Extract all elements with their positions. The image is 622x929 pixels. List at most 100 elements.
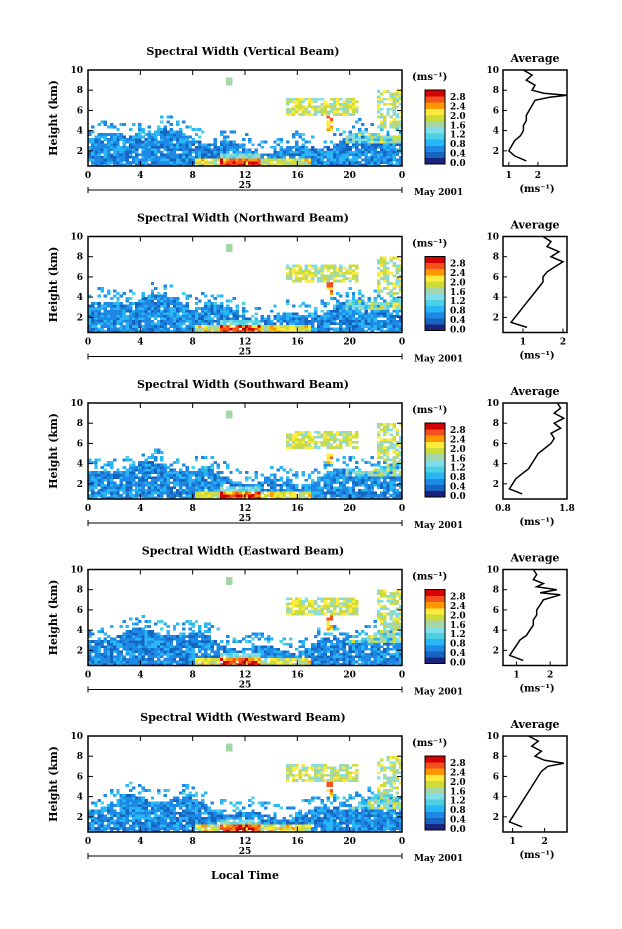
heatmap-cell: [194, 329, 199, 333]
heatmap-cell: [307, 160, 312, 164]
heatmap-cell: [141, 453, 145, 457]
heatmap-cell: [91, 153, 95, 157]
heatmap-cell: [332, 493, 337, 497]
heatmap-cell: [97, 322, 101, 326]
heatmap-cell: [339, 107, 343, 111]
heatmap-cell: [317, 430, 321, 434]
heatmap-cell: [191, 483, 196, 487]
heatmap-cell: [201, 473, 205, 477]
heatmap-cell: [241, 662, 246, 666]
heatmap-cell: [153, 483, 158, 487]
heatmap-cell: [135, 486, 139, 490]
heatmap-cell: [116, 471, 120, 475]
heatmap-cell: [122, 135, 126, 139]
heatmap-cell: [131, 329, 136, 333]
heatmap-cell: [351, 112, 356, 116]
heatmap-cell: [235, 317, 240, 321]
heatmap-cell: [103, 496, 108, 500]
heatmap-cell: [216, 496, 221, 500]
heatmap-cell: [201, 652, 205, 656]
heatmap-cell: [106, 662, 111, 666]
heatmap-cell: [235, 312, 240, 316]
heatmap-cell: [295, 97, 299, 101]
heatmap-cell: [292, 319, 296, 323]
x-tick-label: 12: [239, 171, 252, 181]
heatmap-cell: [329, 493, 334, 497]
heatmap-cell: [235, 324, 240, 328]
heatmap-cell: [358, 496, 362, 500]
heatmap-cell: [226, 650, 230, 654]
heatmap-cell: [320, 299, 324, 303]
heatmap-cell: [260, 317, 265, 321]
heatmap-cell: [386, 329, 390, 333]
heatmap-cell: [332, 297, 337, 300]
heatmap-cell: [295, 324, 299, 328]
heatmap-cell: [386, 261, 390, 265]
heatmap-cell: [157, 148, 161, 152]
heatmap-cell: [91, 158, 95, 162]
heatmap-cell: [226, 143, 230, 147]
average-y-tick-label: 2: [493, 147, 499, 157]
heatmap-cell: [197, 329, 202, 333]
heatmap-cell: [367, 491, 371, 495]
heatmap-cell: [317, 476, 321, 480]
heatmap-cell: [298, 150, 302, 154]
heatmap-cell: [223, 493, 227, 497]
heatmap-cell: [128, 289, 133, 293]
heatmap-cell: [116, 135, 120, 139]
heatmap-cell: [160, 476, 164, 480]
heatmap-cell: [307, 319, 312, 323]
heatmap-cell: [301, 599, 305, 603]
heatmap-cell: [339, 264, 343, 268]
heatmap-cell: [361, 130, 365, 134]
heatmap-cell: [150, 655, 155, 659]
heatmap-cell: [213, 148, 218, 152]
heatmap-cell: [157, 635, 161, 639]
heatmap-cell: [383, 445, 387, 449]
heatmap-cell: [295, 133, 299, 136]
heatmap-cell: [238, 640, 243, 644]
heatmap-cell: [336, 458, 340, 462]
heatmap-cell: [144, 637, 148, 641]
heatmap-cell: [398, 158, 403, 162]
heatmap-cell: [282, 481, 287, 485]
heatmap-cell: [188, 655, 192, 659]
heatmap-cell: [326, 319, 331, 323]
heatmap-cell: [332, 476, 337, 480]
heatmap-cell: [185, 160, 189, 164]
heatmap-cell: [188, 627, 192, 631]
heatmap-cell: [285, 150, 290, 154]
heatmap-cell: [370, 145, 375, 149]
heatmap-cell: [157, 297, 161, 300]
heatmap-cell: [266, 637, 271, 641]
heatmap-cell: [157, 160, 161, 164]
heatmap-cell: [392, 140, 397, 144]
heatmap-cell: [361, 153, 365, 157]
heatmap-cell: [288, 276, 293, 280]
x-tick-label: 16: [291, 504, 304, 514]
heatmap-cell: [216, 314, 221, 318]
heatmap-cell: [207, 466, 211, 469]
heatmap-cell: [376, 90, 381, 94]
heatmap-cell: [219, 314, 224, 318]
heatmap-cell: [166, 650, 170, 654]
heatmap-cell: [383, 481, 387, 485]
heatmap-cell: [160, 451, 164, 454]
heatmap-cell: [326, 438, 331, 442]
heatmap-cell: [345, 314, 349, 318]
heatmap-cell: [160, 130, 164, 134]
heatmap-cell: [229, 307, 233, 311]
heatmap-cell: [241, 150, 246, 154]
heatmap-cell: [91, 657, 95, 661]
heatmap-cell: [263, 160, 268, 164]
heatmap-cell: [386, 112, 390, 116]
heatmap-cell: [135, 327, 139, 331]
heatmap-cell: [285, 329, 290, 333]
heatmap-cell: [191, 140, 196, 144]
heatmap-cell: [317, 493, 321, 497]
heatmap-cell: [219, 493, 224, 497]
heatmap-cell: [348, 314, 353, 318]
heatmap-cell: [273, 322, 277, 326]
heatmap-cell: [179, 143, 183, 147]
heatmap-cell: [201, 662, 205, 666]
